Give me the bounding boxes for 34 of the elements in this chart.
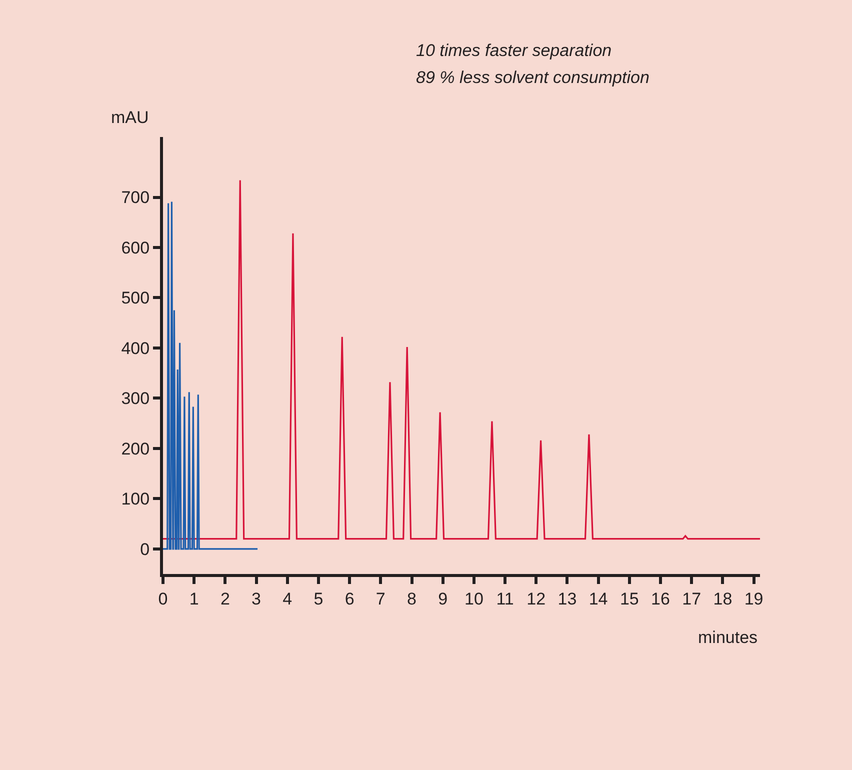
x-tick-label: 19 <box>744 589 764 608</box>
x-tick-label: 15 <box>620 589 639 608</box>
x-tick-label: 9 <box>438 589 448 608</box>
x-tick-label: 18 <box>713 589 732 608</box>
x-tick-label: 1 <box>189 589 199 608</box>
y-tick-label: 700 <box>121 188 150 208</box>
x-axis-title: minutes <box>698 628 758 647</box>
x-tick-label: 13 <box>558 589 577 608</box>
y-tick-label: 0 <box>140 540 150 559</box>
x-tick-label: 11 <box>496 589 514 608</box>
x-tick-label: 14 <box>588 589 608 608</box>
line-series <box>163 179 760 540</box>
x-tick-label: 10 <box>464 589 484 608</box>
x-tick-label: 7 <box>376 589 386 608</box>
y-tick-label: 400 <box>121 338 150 358</box>
x-tick-label: 0 <box>158 589 168 608</box>
y-tick-label: 600 <box>121 238 150 258</box>
x-tick-label: 5 <box>314 589 324 608</box>
y-tick-label: 300 <box>121 389 150 408</box>
y-axis-title: mAU <box>111 108 149 127</box>
x-tick-label: 4 <box>282 589 292 608</box>
x-tick-label: 8 <box>407 589 416 608</box>
x-tick-label: 12 <box>526 589 546 608</box>
x-tick-label: 2 <box>220 589 230 608</box>
x-tick-label: 3 <box>252 589 262 608</box>
y-tick-label: 200 <box>121 439 150 458</box>
x-tick-label: 6 <box>344 589 354 608</box>
y-tick-label: 500 <box>121 288 150 308</box>
line-series <box>163 201 258 550</box>
x-tick-label: 16 <box>651 589 670 608</box>
y-tick-label: 100 <box>121 490 150 509</box>
text: 89 % less solvent consumption <box>416 68 650 87</box>
x-tick-label: 17 <box>682 589 702 608</box>
text: 10 times faster separation <box>416 41 612 60</box>
